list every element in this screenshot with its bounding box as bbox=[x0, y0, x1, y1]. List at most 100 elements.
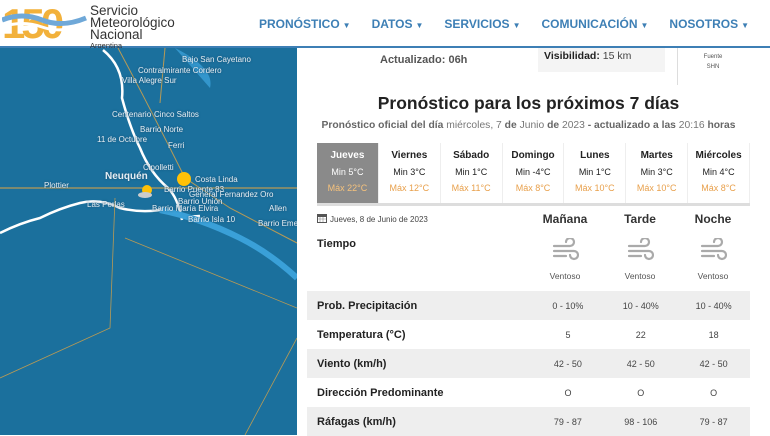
day-max: Máx 10°C bbox=[636, 183, 677, 193]
day-tab[interactable]: Jueves Min 5°C Máx 22°C bbox=[317, 143, 379, 203]
caret-down-icon: ▼ bbox=[512, 21, 521, 30]
updated-text: Actualizado: 06h bbox=[380, 54, 468, 66]
map-place-label: Villa Alegre Sur bbox=[122, 76, 177, 85]
weather-map[interactable]: Bajo San Cayetano Contralmirante Cordero V… bbox=[0, 48, 297, 435]
tiempo-label: Tiempo bbox=[317, 238, 356, 250]
forecast-panel: Actualizado: 06h Visibilidad: 15 km Fuen… bbox=[297, 48, 770, 436]
day-name: Sábado bbox=[453, 150, 490, 161]
day-tab[interactable]: Miércoles Min 4°C Máx 8°C bbox=[688, 143, 751, 203]
row-value: 5 bbox=[565, 329, 571, 340]
map-place-label: General Fernandez Oro bbox=[189, 190, 274, 199]
row-value: 0 - 10% bbox=[552, 300, 584, 311]
wind-icon bbox=[627, 236, 655, 261]
weather-label: Ventoso bbox=[697, 271, 729, 281]
sun-icon bbox=[177, 172, 191, 186]
map-place-label: Centenario bbox=[112, 110, 152, 119]
row-value: 98 - 106 bbox=[624, 416, 658, 427]
nav-datos[interactable]: DATOS ▼ bbox=[371, 17, 424, 31]
day-min: Min 3°C bbox=[393, 167, 426, 177]
weather-cell: Ventoso bbox=[678, 236, 748, 281]
row-value: 79 - 87 bbox=[553, 416, 582, 427]
nav-comunicacion[interactable]: COMUNICACIÓN ▼ bbox=[541, 17, 649, 31]
map-place-label: Barrio Isla 10 bbox=[188, 215, 236, 224]
row-value: 42 - 50 bbox=[626, 358, 655, 369]
day-tabs: Jueves Min 5°C Máx 22°C Viernes Min 3°C Máx 1… bbox=[317, 143, 751, 206]
table-row: Viento (km/h) 42 - 50 42 - 50 42 - 50 bbox=[307, 349, 750, 378]
map-place-label: Barrio Norte bbox=[140, 125, 184, 134]
row-value: 42 - 50 bbox=[553, 358, 582, 369]
day-min: Min 4°C bbox=[702, 167, 735, 177]
caret-down-icon: ▼ bbox=[741, 21, 749, 30]
day-min: Min 1°C bbox=[578, 167, 611, 177]
table-row: Temperatura (°C) 5 22 18 bbox=[307, 320, 750, 349]
map-place-label: Neuquén bbox=[105, 171, 148, 182]
day-min: Min 1°C bbox=[455, 167, 488, 177]
map-place-label: Cinco Saltos bbox=[154, 110, 199, 119]
row-value: 10 - 40% bbox=[695, 300, 732, 311]
day-max: Máx 8°C bbox=[701, 183, 736, 193]
row-value: O bbox=[637, 387, 645, 398]
weather-label: Ventoso bbox=[624, 271, 656, 281]
row-label: Prob. Precipitación bbox=[317, 299, 418, 312]
col-manana: Mañana bbox=[542, 212, 588, 226]
day-min: Min 3°C bbox=[640, 167, 673, 177]
main-nav: PRONÓSTICO ▼ DATOS ▼ SERVICIOS ▼ COMUNICACI… bbox=[259, 17, 770, 31]
day-tab[interactable]: Sábado Min 1°C Máx 11°C bbox=[441, 143, 503, 203]
day-tab[interactable]: Lunes Min 1°C Máx 10°C bbox=[564, 143, 627, 203]
col-noche: Noche bbox=[694, 212, 732, 226]
table-row: Ráfagas (km/h) 79 - 87 98 - 106 79 - 87 bbox=[307, 407, 750, 436]
nav-nosotros[interactable]: NOSOTROS ▼ bbox=[669, 17, 749, 31]
weather-cell: Ventoso bbox=[605, 236, 675, 281]
map-place-label: Costa Linda bbox=[195, 175, 238, 184]
divider bbox=[677, 48, 678, 85]
row-value: 42 - 50 bbox=[699, 358, 728, 369]
row-value: 22 bbox=[635, 329, 646, 340]
caret-down-icon: ▼ bbox=[415, 21, 424, 30]
source: Fuente SHN bbox=[703, 54, 723, 70]
day-tab[interactable]: Martes Min 3°C Máx 10°C bbox=[626, 143, 689, 203]
caret-down-icon: ▼ bbox=[640, 21, 649, 30]
day-max: Máx 10°C bbox=[575, 183, 615, 193]
map-graphic bbox=[0, 48, 297, 435]
calendar-icon bbox=[317, 213, 327, 225]
day-min: Min 5°C bbox=[331, 167, 364, 177]
smn-logo[interactable]: 150 Servicio Meteorológico Nacional Argent… bbox=[1, 0, 175, 50]
selected-date: Jueves, 8 de Junio de 2023 bbox=[317, 213, 428, 225]
weather-label: Ventoso bbox=[549, 271, 581, 281]
day-name: Martes bbox=[640, 150, 673, 161]
logo-150-icon: 150 bbox=[1, 0, 87, 47]
row-value: 18 bbox=[708, 329, 719, 340]
day-min: Min -4°C bbox=[515, 167, 551, 177]
nav-pronostico[interactable]: PRONÓSTICO ▼ bbox=[259, 17, 351, 31]
map-place-label: 11 de Octubre bbox=[97, 135, 148, 144]
day-name: Viernes bbox=[391, 150, 428, 161]
row-value: O bbox=[710, 387, 718, 398]
map-place-label: Allen bbox=[269, 204, 287, 213]
table-row: Dirección Predominante O O O bbox=[307, 378, 750, 407]
wind-icon bbox=[700, 236, 728, 261]
row-label: Dirección Predominante bbox=[317, 386, 444, 399]
day-name: Jueves bbox=[330, 150, 365, 161]
col-tarde: Tarde bbox=[624, 212, 656, 226]
table-row: Prob. Precipitación 0 - 10% 10 - 40% 10 - 4… bbox=[307, 291, 750, 320]
row-value: 10 - 40% bbox=[622, 300, 659, 311]
map-place-label: Las Perlas bbox=[87, 200, 125, 209]
day-max: Máx 22°C bbox=[327, 183, 368, 193]
map-place-label: Contralmirante Cordero bbox=[138, 66, 222, 75]
day-tab[interactable]: Domingo Min -4°C Máx 8°C bbox=[503, 143, 565, 203]
day-name: Miércoles bbox=[695, 150, 742, 161]
day-max: Máx 11°C bbox=[451, 183, 491, 193]
day-tab[interactable]: Viernes Min 3°C Máx 12°C bbox=[379, 143, 441, 203]
nav-servicios[interactable]: SERVICIOS ▼ bbox=[444, 17, 521, 31]
forecast-title: Pronóstico para los próximos 7 días bbox=[377, 93, 680, 113]
map-place-label: Barrio María Elvira bbox=[152, 204, 219, 213]
row-label: Viento (km/h) bbox=[317, 357, 387, 370]
map-place-label: Barrio Emerge bbox=[258, 219, 297, 228]
forecast-subtitle: Pronóstico oficial del día miércoles, 7 … bbox=[321, 120, 736, 131]
map-place-label: Barrio Puente 83 bbox=[164, 185, 225, 194]
wind-icon bbox=[552, 236, 580, 261]
forecast-table: Prob. Precipitación 0 - 10% 10 - 40% 10 - 4… bbox=[307, 291, 750, 436]
day-max: Máx 8°C bbox=[515, 183, 551, 193]
day-name: Domingo bbox=[511, 150, 555, 161]
visibility-box: Visibilidad: 15 km bbox=[538, 48, 665, 72]
